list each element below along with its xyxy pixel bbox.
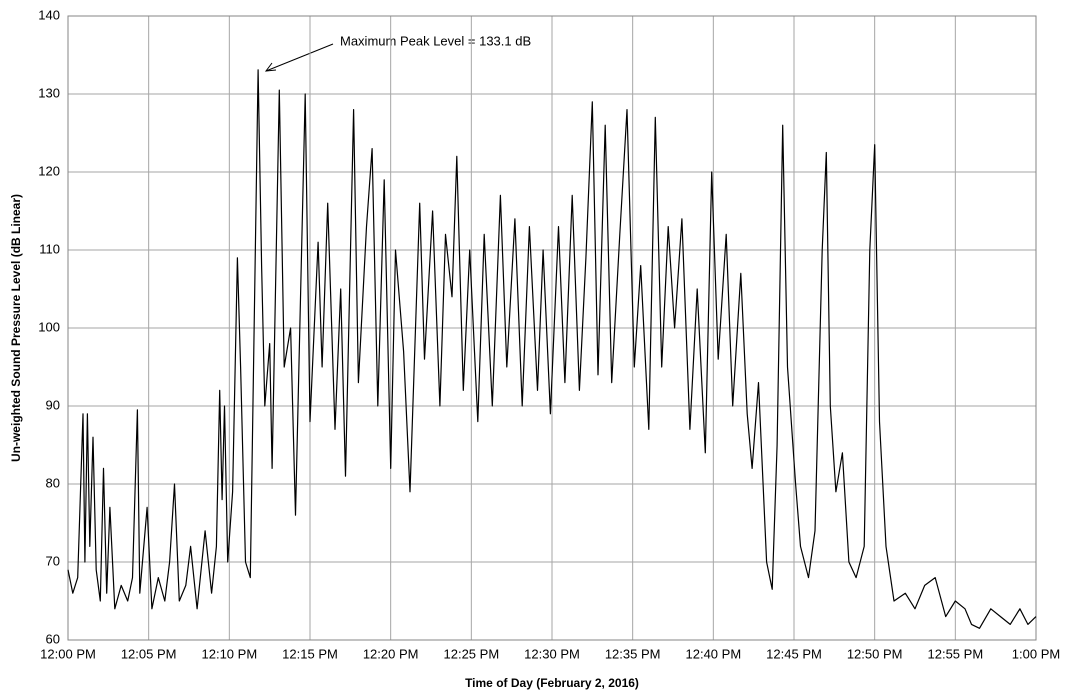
y-axis-title: Un-weighted Sound Pressure Level (dB Lin… [9,194,23,462]
y-tick-label: 130 [38,85,60,100]
x-tick-label: 12:10 PM [202,646,258,661]
x-tick-label: 12:00 PM [40,646,96,661]
x-tick-label: 12:35 PM [605,646,661,661]
y-tick-label: 70 [46,553,60,568]
y-tick-label: 60 [46,631,60,646]
annotation-arrow [265,43,334,72]
y-tick-label: 90 [46,397,60,412]
x-tick-label: 12:40 PM [686,646,742,661]
annotation-arrowhead [264,62,277,72]
y-tick-label: 120 [38,163,60,178]
x-tick-label: 12:15 PM [282,646,338,661]
data-line [67,69,1037,629]
y-tick-label: 100 [38,319,60,334]
x-tick-label: 12:30 PM [524,646,580,661]
y-tick-label: 110 [39,241,60,256]
y-tick-label: 80 [46,475,60,490]
x-tick-label: 12:05 PM [121,646,177,661]
y-tick-label: 140 [38,7,60,22]
x-tick-label: 12:50 PM [847,646,903,661]
x-tick-label: 12:25 PM [444,646,500,661]
x-axis-title: Time of Day (February 2, 2016) [465,676,639,690]
annotation: Maximum Peak Level = 133.1 dB [340,33,531,48]
x-tick-label: 12:45 PM [766,646,822,661]
x-tick-label: 1:00 PM [1012,646,1060,661]
x-tick-label: 12:55 PM [928,646,984,661]
plot-border [67,15,1037,641]
x-tick-label: 12:20 PM [363,646,419,661]
